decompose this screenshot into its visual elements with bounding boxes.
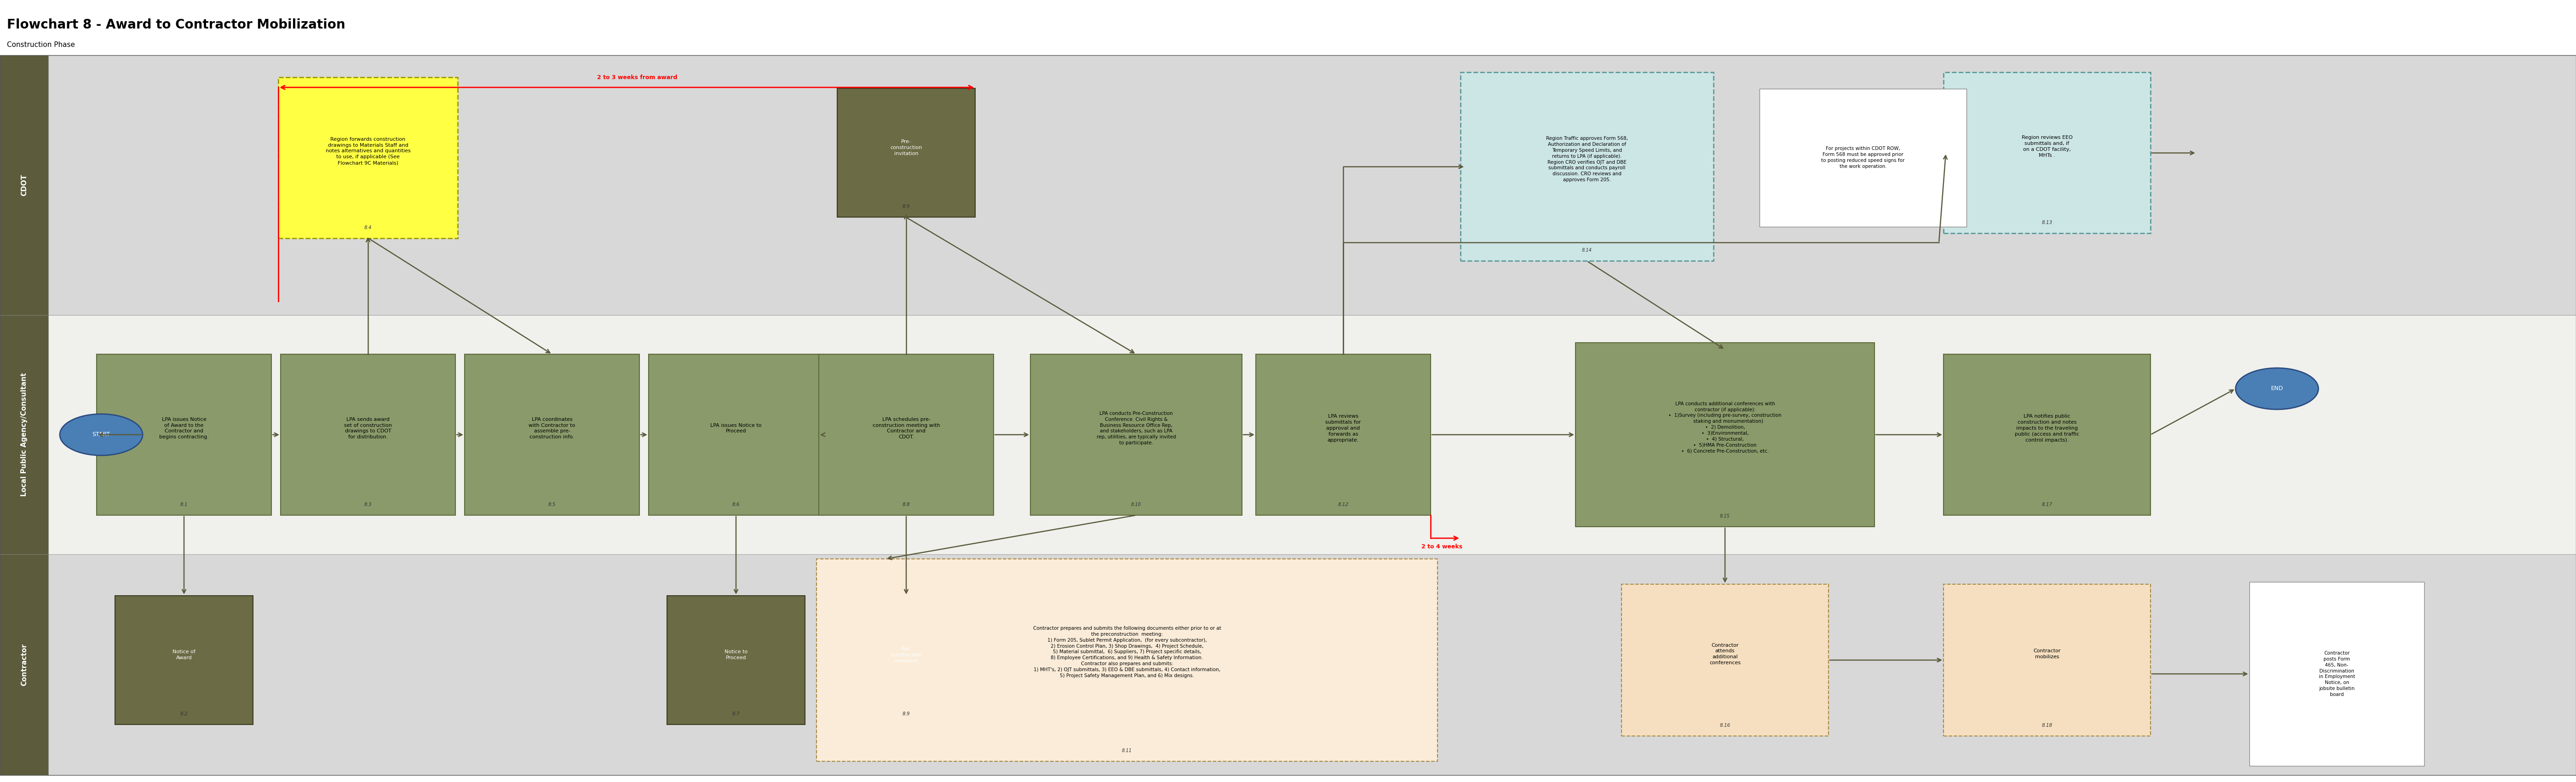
Bar (0, 315, 2576, 554)
Text: END: END (2272, 386, 2282, 392)
Text: Construction Phase: Construction Phase (8, 41, 75, 48)
Bar (0, 315, 49, 554)
FancyBboxPatch shape (1577, 343, 1875, 527)
Text: LPA conducts Pre-Construction
Conference. Civil Rights &
Business Resource Offic: LPA conducts Pre-Construction Conference… (1097, 411, 1175, 445)
Text: LPA coordinates
with Contractor to
assemble pre-
construction info.: LPA coordinates with Contractor to assem… (528, 417, 574, 439)
Text: 8.16: 8.16 (1721, 723, 1731, 728)
FancyBboxPatch shape (281, 354, 456, 515)
Text: 8.4: 8.4 (363, 225, 371, 230)
FancyBboxPatch shape (649, 354, 824, 515)
Ellipse shape (59, 414, 142, 455)
Text: Notice of
Award: Notice of Award (173, 650, 196, 660)
FancyBboxPatch shape (1620, 584, 1829, 736)
FancyBboxPatch shape (278, 77, 459, 238)
FancyBboxPatch shape (1942, 354, 2151, 515)
FancyBboxPatch shape (667, 596, 804, 724)
Text: LPA notifies public
construction and notes
impacts to the traveling
public (acce: LPA notifies public construction and not… (2014, 414, 2079, 443)
Ellipse shape (2236, 368, 2318, 410)
FancyBboxPatch shape (817, 559, 1437, 762)
FancyBboxPatch shape (98, 354, 270, 515)
Text: 8.2: 8.2 (180, 712, 188, 716)
Text: Region forwards construction
drawings to Materials Staff and
notes alternatives : Region forwards construction drawings to… (325, 137, 410, 165)
FancyBboxPatch shape (1030, 354, 1242, 515)
Text: Region reviews EEO
submittals and, if
on a CDOT facility,
MHTs .: Region reviews EEO submittals and, if on… (2022, 135, 2074, 158)
Text: Pre-
construction
invitation: Pre- construction invitation (891, 647, 922, 663)
Text: 2 to 4 weeks: 2 to 4 weeks (1422, 543, 1463, 550)
Text: Notice to
Proceed: Notice to Proceed (724, 650, 747, 660)
Text: Contractor
mobilizes: Contractor mobilizes (2032, 649, 2061, 659)
FancyBboxPatch shape (1942, 73, 2151, 234)
FancyBboxPatch shape (837, 596, 976, 724)
Text: START: START (93, 432, 111, 438)
Text: 8.9: 8.9 (902, 712, 909, 716)
FancyBboxPatch shape (116, 596, 252, 724)
Text: 8.12: 8.12 (1337, 502, 1347, 507)
Text: 8.14: 8.14 (1582, 248, 1592, 253)
Text: Pre-
construction
invitation: Pre- construction invitation (891, 140, 922, 156)
Text: Contractor prepares and submits the following documents either prior to or at
th: Contractor prepares and submits the foll… (1033, 626, 1221, 678)
FancyBboxPatch shape (1257, 354, 1430, 515)
Text: Local Public Agency/Consultant: Local Public Agency/Consultant (21, 373, 28, 497)
Text: LPA schedules pre-
construction meeting with
Contractor and
CDOT.: LPA schedules pre- construction meeting … (873, 417, 940, 439)
Text: 8.6: 8.6 (732, 502, 739, 507)
Text: LPA issues Notice to
Proceed: LPA issues Notice to Proceed (711, 423, 762, 433)
Text: CDOT: CDOT (21, 174, 28, 196)
Text: 8.5: 8.5 (549, 502, 556, 507)
Text: 8.11: 8.11 (1123, 748, 1131, 753)
Text: LPA conducts additional conferences with
contractor (if applicable):
•  1)Survey: LPA conducts additional conferences with… (1669, 401, 1783, 454)
Text: 8.17: 8.17 (2043, 502, 2053, 507)
Text: 2 to 3 weeks from award: 2 to 3 weeks from award (598, 74, 677, 81)
FancyBboxPatch shape (837, 88, 976, 217)
FancyBboxPatch shape (1942, 584, 2151, 736)
Text: LPA issues Notice
of Award to the
Contractor and
begins contracting.: LPA issues Notice of Award to the Contra… (160, 417, 209, 439)
FancyBboxPatch shape (819, 354, 994, 515)
Text: Flowchart 8 - Award to Contractor Mobilization: Flowchart 8 - Award to Contractor Mobili… (8, 19, 345, 31)
Bar (0, 56, 49, 315)
Bar (0, 56, 2576, 315)
Text: 8.7: 8.7 (732, 712, 739, 716)
Text: 8.1: 8.1 (180, 502, 188, 507)
Text: Contractor
posts Form
465, Non-
Discrimination
in Employment
Notice, on
jobsite : Contractor posts Form 465, Non- Discrimi… (2318, 651, 2354, 697)
Text: LPA reviews
submittals for
approval and
forwards as
appropriate.: LPA reviews submittals for approval and … (1327, 414, 1360, 443)
Text: Contractor: Contractor (21, 644, 28, 686)
FancyBboxPatch shape (1759, 88, 1965, 227)
Bar (0, 554, 49, 775)
Text: 8.3: 8.3 (363, 502, 371, 507)
FancyBboxPatch shape (2249, 582, 2424, 766)
FancyBboxPatch shape (464, 354, 639, 515)
Text: For projects within CDOT ROW,
Form 568 must be approved prior
to posting reduced: For projects within CDOT ROW, Form 568 m… (1821, 146, 1904, 169)
Text: 8.8: 8.8 (902, 502, 909, 507)
Text: 8.13: 8.13 (2043, 221, 2053, 225)
Text: 8.18: 8.18 (2043, 723, 2053, 728)
Text: LPA sends award
set of construction
drawings to CDOT
for distribution.: LPA sends award set of construction draw… (345, 417, 392, 439)
Text: Contractor
attends
additional
conferences: Contractor attends additional conference… (1710, 643, 1741, 665)
Text: 8.9: 8.9 (902, 204, 909, 209)
Text: 8.10: 8.10 (1131, 502, 1141, 507)
FancyBboxPatch shape (1461, 73, 1713, 261)
Text: Region Traffic approves Form 568,
Authorization and Declaration of
Temporary Spe: Region Traffic approves Form 568, Author… (1546, 136, 1628, 182)
Text: 8.15: 8.15 (1721, 514, 1731, 518)
Bar (0, 554, 2576, 775)
